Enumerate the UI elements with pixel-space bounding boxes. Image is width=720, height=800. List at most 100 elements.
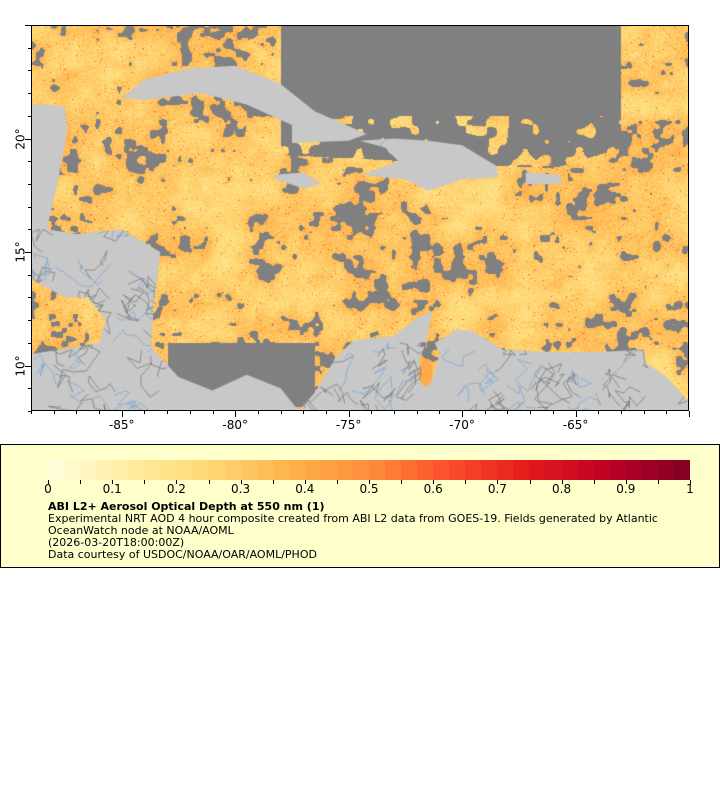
y-tick <box>28 388 31 390</box>
y-tick <box>28 320 31 322</box>
colorbar-tick <box>336 480 338 484</box>
x-tick <box>620 411 622 414</box>
colorbar-tick <box>208 480 210 484</box>
y-tick <box>28 229 31 231</box>
colorbar-tick <box>272 480 274 484</box>
colorbar-segment <box>417 460 434 480</box>
colorbar-tick <box>401 480 403 484</box>
x-tick <box>371 411 373 414</box>
x-tick <box>235 411 237 417</box>
colorbar-tick-label: 0 <box>44 482 52 496</box>
colorbar-segment <box>513 460 530 480</box>
colorbar-segment <box>465 460 482 480</box>
y-tick <box>28 297 31 299</box>
colorbar-segment <box>144 460 161 480</box>
y-tick <box>28 206 31 208</box>
y-tick <box>25 138 31 140</box>
x-tick <box>643 411 645 414</box>
colorbar-tick <box>80 480 82 484</box>
colorbar-segment <box>64 460 81 480</box>
colorbar-tick <box>369 480 370 484</box>
y-tick <box>28 70 31 72</box>
y-tick-label: 10° <box>13 354 28 377</box>
colorbar-segment <box>449 460 466 480</box>
y-tick <box>28 161 31 163</box>
y-tick <box>28 47 31 49</box>
map-frame <box>31 25 689 411</box>
x-tick <box>552 411 554 414</box>
y-tick <box>28 342 31 344</box>
colorbar-tick <box>48 480 49 484</box>
y-tick <box>28 274 31 276</box>
x-tick <box>462 411 464 417</box>
x-tick <box>325 411 327 414</box>
y-tick <box>25 252 31 254</box>
colorbar-tick <box>144 480 146 484</box>
colorbar-segment <box>192 460 209 480</box>
x-tick <box>598 411 600 414</box>
colorbar-tick-label: 0.4 <box>295 482 315 496</box>
colorbar <box>48 460 690 480</box>
y-tick <box>28 115 31 117</box>
colorbar-tick <box>593 480 595 484</box>
colorbar-segment <box>481 460 498 480</box>
colorbar-tick <box>465 480 467 484</box>
legend-description: Experimental NRT AOD 4 hour composite cr… <box>48 512 658 537</box>
colorbar-segment <box>673 460 690 480</box>
x-tick <box>348 411 350 417</box>
y-tick-label: 20° <box>13 127 28 150</box>
x-tick-label: -70° <box>449 418 475 432</box>
colorbar-segment <box>657 460 674 480</box>
colorbar-segment <box>272 460 289 480</box>
colorbar-segment <box>561 460 578 480</box>
colorbar-segment <box>609 460 626 480</box>
colorbar-tick <box>690 480 691 484</box>
x-tick <box>280 411 282 414</box>
colorbar-segment <box>128 460 145 480</box>
y-tick <box>25 25 31 26</box>
colorbar-segment <box>497 460 514 480</box>
x-tick <box>121 411 123 417</box>
x-tick <box>189 411 191 414</box>
colorbar-tick <box>112 480 114 484</box>
aod-map-image <box>31 25 689 411</box>
y-tick <box>28 93 31 95</box>
colorbar-segment <box>320 460 337 480</box>
x-tick <box>257 411 259 414</box>
colorbar-tick <box>561 480 563 484</box>
x-tick <box>416 411 418 414</box>
colorbar-tick-label: 0.1 <box>102 482 122 496</box>
x-tick <box>575 411 577 417</box>
colorbar-segment <box>384 460 402 480</box>
y-tick-label: 15° <box>13 241 28 263</box>
x-tick <box>689 411 690 417</box>
colorbar-segment <box>224 460 241 480</box>
colorbar-segment <box>577 460 594 480</box>
legend-time: (2026-03-20T18:00:00Z) <box>48 536 185 549</box>
colorbar-tick-label: 0.5 <box>359 482 379 496</box>
x-tick <box>439 411 441 414</box>
colorbar-segment <box>208 460 225 480</box>
y-tick <box>25 365 31 367</box>
x-tick-label: -75° <box>335 418 362 432</box>
colorbar-segment <box>112 460 129 480</box>
x-tick <box>76 411 78 414</box>
colorbar-tick-label: 0.9 <box>616 482 636 496</box>
colorbar-segment <box>401 460 418 480</box>
legend-title: ABI L2+ Aerosol Optical Depth at 550 nm … <box>48 500 325 513</box>
x-tick <box>144 411 146 414</box>
y-tick <box>28 411 31 412</box>
x-tick <box>53 411 55 414</box>
colorbar-segment <box>625 460 642 480</box>
colorbar-tick <box>304 480 306 484</box>
legend-credit: Data courtesy of USDOC/NOAA/OAR/AOML/PHO… <box>48 548 317 561</box>
colorbar-tick <box>176 480 178 484</box>
colorbar-segment <box>256 460 273 480</box>
x-tick <box>484 411 486 414</box>
colorbar-segment <box>641 460 658 480</box>
colorbar-segment <box>304 460 321 480</box>
x-tick <box>31 411 32 414</box>
colorbar-tick <box>625 480 627 484</box>
x-tick <box>394 411 396 414</box>
colorbar-tick-label: 0.6 <box>423 482 443 496</box>
